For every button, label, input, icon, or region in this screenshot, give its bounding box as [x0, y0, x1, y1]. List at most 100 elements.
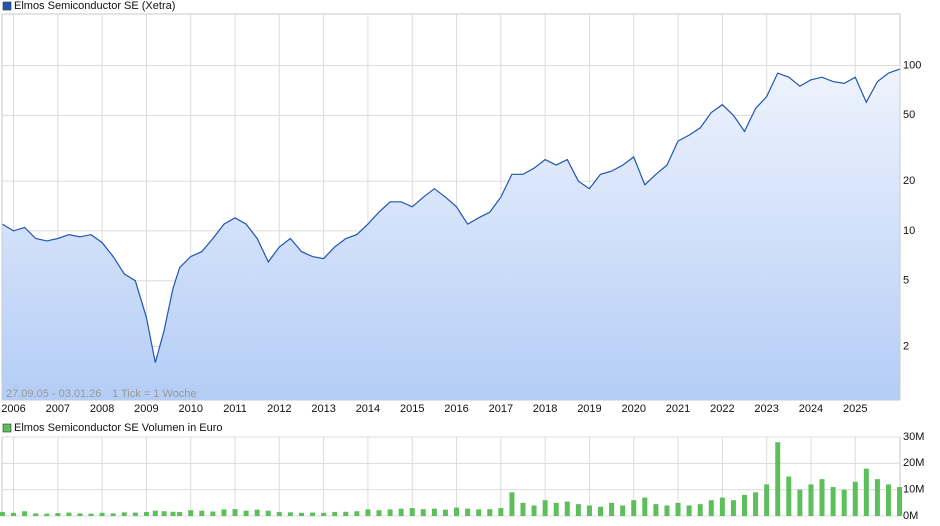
bar [609, 502, 615, 516]
legend-label: Elmos Semiconductor SE (Xetra) [14, 0, 175, 12]
bar [620, 505, 626, 516]
x-tick-label: 2012 [267, 403, 291, 415]
bar [298, 512, 304, 516]
x-tick-label: 2021 [666, 403, 690, 415]
bar [265, 510, 271, 516]
y-tick-label: 20M [903, 457, 924, 469]
x-tick-label: 2023 [754, 403, 778, 415]
x-tick-label: 2022 [710, 403, 734, 415]
bar [531, 505, 537, 516]
bar [99, 512, 105, 516]
y-tick-label: 2 [903, 340, 909, 352]
bar [874, 479, 880, 516]
y-tick-label: 20 [903, 175, 915, 187]
y-tick-label: 10M [903, 484, 924, 496]
bar [564, 501, 570, 516]
y-tick-label: 0M [903, 510, 918, 522]
bar [152, 510, 158, 516]
bar [33, 513, 39, 516]
x-tick-label: 2015 [400, 403, 424, 415]
bar [22, 511, 28, 516]
bar [598, 506, 604, 516]
bar [697, 504, 703, 516]
bar [232, 509, 238, 516]
bar [520, 502, 526, 516]
bar [132, 512, 138, 516]
bar [88, 513, 94, 516]
bar [431, 508, 437, 516]
x-tick-label: 2009 [134, 403, 158, 415]
bar [177, 512, 183, 516]
bar [653, 504, 659, 516]
bar [376, 510, 382, 516]
bar [808, 484, 814, 516]
x-tick-label: 2010 [178, 403, 202, 415]
x-tick-label: 2020 [622, 403, 646, 415]
area [2, 69, 900, 400]
bar [708, 500, 714, 516]
bar [199, 510, 205, 516]
y-tick-label: 50 [903, 109, 915, 121]
bar [243, 510, 249, 516]
legend-swatch [2, 1, 12, 11]
x-tick-label: 2011 [223, 403, 247, 415]
bar [830, 487, 836, 516]
bar [542, 500, 548, 516]
x-tick-label: 2016 [444, 403, 468, 415]
bar [852, 481, 858, 516]
bar [575, 504, 581, 516]
bar [287, 512, 293, 516]
bar [454, 507, 460, 516]
x-tick-label: 2006 [1, 403, 25, 415]
bar [719, 497, 725, 516]
x-tick-label: 2014 [356, 403, 380, 415]
bar [553, 502, 559, 516]
bar [764, 484, 770, 516]
tick-note: 1 Tick = 1 Woche [112, 388, 196, 400]
x-tick-label: 2008 [90, 403, 114, 415]
bar [55, 513, 61, 516]
x-tick-label: 2024 [799, 403, 823, 415]
bar [675, 502, 681, 516]
x-tick-label: 2017 [489, 403, 513, 415]
y-tick-label: 5 [903, 275, 909, 287]
bar [642, 497, 648, 516]
bar [863, 468, 869, 516]
date-range-note: 27.09.05 - 03.01.26 [6, 388, 101, 400]
x-tick-label: 2019 [577, 403, 601, 415]
bar [775, 442, 781, 516]
y-tick-label: 30M [903, 431, 924, 443]
bar [143, 512, 149, 516]
bar [398, 508, 404, 516]
bar [797, 489, 803, 516]
bar [354, 511, 360, 516]
bar [0, 512, 5, 516]
bar [753, 492, 759, 516]
legend-label: Elmos Semiconductor SE Volumen in Euro [14, 422, 223, 434]
bar [44, 513, 50, 516]
bar [221, 509, 227, 516]
legend-swatch [2, 423, 12, 433]
y-tick-label: 100 [903, 59, 921, 71]
bar [11, 512, 17, 516]
bar [631, 500, 637, 516]
bar [310, 512, 316, 516]
bar [819, 479, 825, 516]
bar [343, 511, 349, 516]
bar [509, 492, 515, 516]
bar [276, 512, 282, 516]
bar [188, 510, 194, 516]
bar [841, 489, 847, 516]
bar [442, 509, 448, 516]
bar [161, 511, 167, 516]
x-tick-label: 2018 [533, 403, 557, 415]
bar [742, 494, 748, 516]
bar [170, 511, 176, 516]
bar [465, 508, 471, 516]
bar [77, 513, 83, 516]
bar [332, 512, 338, 516]
bar [254, 509, 260, 516]
bar [110, 513, 116, 516]
bar [387, 509, 393, 516]
